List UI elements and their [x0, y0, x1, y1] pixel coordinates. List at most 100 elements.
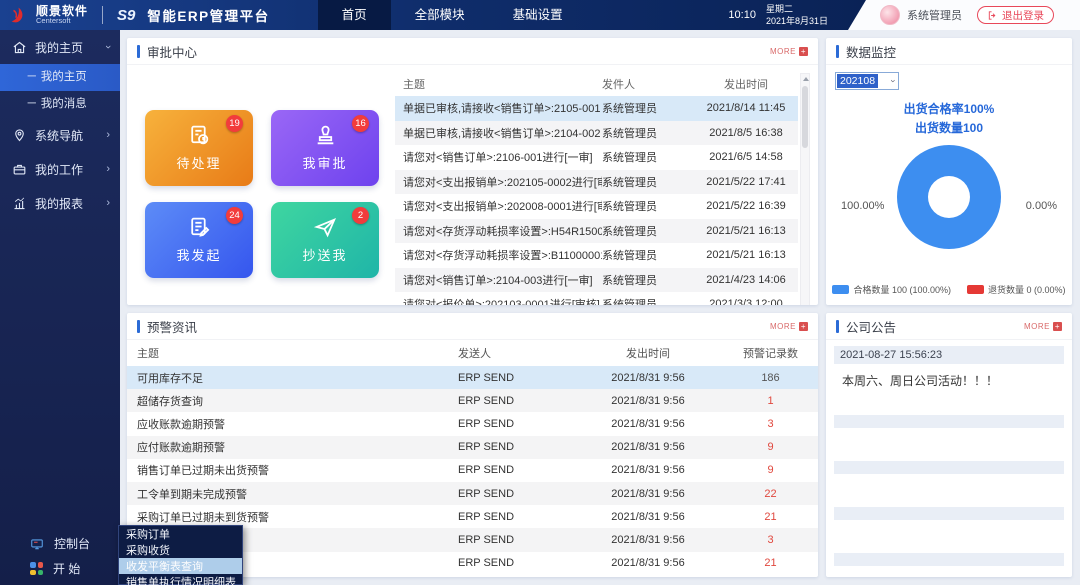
table-row[interactable]: 采购订单已过期未到货预警 ERP SEND 2021/8/31 9:56 21: [137, 510, 777, 524]
s9-logo: S9: [117, 6, 136, 24]
badge-count: 19: [226, 114, 243, 132]
announcement-datetime: 2021-08-27 15:56:23: [834, 346, 1064, 364]
legend-pass: 合格数量 100 (100.00%): [832, 283, 951, 296]
table-row[interactable]: 应收账款逾期预警 ERP SEND 2021/8/31 9:56 3: [137, 417, 774, 431]
table-row[interactable]: 销售订单已过期未出货预警 ERP SEND 2021/8/31 9:56 9: [137, 464, 774, 478]
col-subject: 主题: [403, 78, 425, 91]
badge-count: 16: [352, 114, 369, 132]
legend-swatch-red: [967, 285, 984, 294]
announcements-panel: 公司公告 MORE + 2021-08-27 15:56:23 本周六、周日公司…: [826, 313, 1072, 577]
panel-title: 公司公告: [846, 320, 897, 335]
table-row[interactable]: 请您对<存货浮动耗损率设置>:H54R15006002进行[审核] 系统管理员 …: [395, 218, 798, 243]
table-row[interactable]: 请您对<支出报销单>:202105-0002进行[审核] 系统管理员 2021/…: [395, 169, 798, 194]
weekday: 星期二: [765, 3, 793, 14]
sidebar-item-my-work[interactable]: 我的工作 ›: [0, 152, 120, 186]
table-row[interactable]: 请您对<报价单>:202103-0001进行[审核] 系统管理员 2021/3/…: [403, 298, 783, 305]
doc-clock-icon: [190, 126, 208, 145]
tile-my-approvals[interactable]: 16 我审批: [271, 109, 379, 186]
app-title: 智能ERP管理平台: [147, 9, 270, 24]
pass-rate-text: 出货合格率100%: [903, 102, 995, 116]
tile-cc-me[interactable]: 2 抄送我: [271, 201, 379, 278]
start-label: 开 始: [53, 562, 81, 576]
col-subject: 主题: [137, 348, 159, 360]
tile-label: 我审批: [302, 156, 348, 172]
col-time: 发出时间: [724, 78, 768, 91]
menu-item-balance-query[interactable]: 收发平衡表查询: [119, 558, 242, 574]
more-plus-icon: +: [799, 321, 808, 331]
table-row[interactable]: 请您对<销售订单>:2106-001进行[一审] 系统管理员 2021/6/5 …: [403, 151, 783, 165]
table-row[interactable]: 请您对<销售订单>:2104-003进行[一审] 系统管理员 2021/4/23…: [395, 267, 798, 292]
header-user-area: 系统管理员 退出登录: [848, 0, 1080, 30]
tab-home[interactable]: 首页: [317, 0, 391, 30]
sidebar-item-system-nav[interactable]: 系统导航 ›: [0, 118, 120, 152]
donut-chart: 100.00% 0.00%: [835, 145, 1063, 267]
briefcase-icon: [13, 164, 26, 174]
sidebar-subitem-my-home[interactable]: － 我的主页: [0, 64, 120, 91]
sidebar: 我的主页 › － 我的主页 － 我的消息 系统导航 › 我的工作 › 我的报表 …: [0, 30, 120, 585]
chevron-right-icon: ›: [106, 129, 110, 141]
col-sender: 发件人: [602, 78, 635, 91]
approval-table: 主题 发件人 发出时间 单据已审核,请接收<销售订单>:2105-001 系统管…: [395, 71, 810, 305]
sidebar-item-my-home[interactable]: 我的主页 ›: [0, 30, 120, 64]
announcement-content[interactable]: 本周六、周日公司活动！！！: [842, 374, 999, 388]
bar-chart-icon: [14, 197, 25, 209]
sidebar-item-my-reports[interactable]: 我的报表 ›: [0, 186, 120, 220]
data-monitor-panel: 数据监控 202108 › 出货合格率100% 出货数量100 100.00% …: [826, 38, 1072, 305]
table-row[interactable]: 超储存货查询 ERP SEND 2021/8/31 9:56 1: [127, 389, 818, 413]
donut-right-label: 0.00%: [1025, 200, 1057, 213]
table-row[interactable]: 请您对<存货浮动耗损率设置>:B11000001进行[审核] 系统管理员 202…: [403, 249, 786, 263]
table-row[interactable]: 请您对<支出报销单>:202008-0001进行[审核] 系统管理员 2021/…: [403, 200, 786, 214]
more-plus-icon: +: [799, 46, 808, 56]
approval-tiles: 19 待处理 16 我审批 24: [137, 71, 387, 305]
console-button[interactable]: 控制台: [0, 531, 120, 556]
location-pin-icon: [15, 128, 24, 141]
legend-return: 退货数量 0 (0.00%): [967, 283, 1066, 296]
tile-initiated-by-me[interactable]: 24 我发起: [145, 201, 253, 278]
chevron-down-icon: ›: [888, 79, 899, 83]
table-row[interactable]: ERP SEND 2021/8/31 9:56 21: [458, 557, 777, 570]
table-row[interactable]: 可用库存不足 ERP SEND 2021/8/31 9:56 186: [127, 366, 818, 390]
menu-item-purchase-receipt[interactable]: 采购收货: [126, 545, 170, 557]
table-row[interactable]: 工令单到期未完成预警 ERP SEND 2021/8/31 9:56 22: [127, 481, 818, 506]
more-link[interactable]: MORE +: [1024, 321, 1062, 331]
logout-button[interactable]: 退出登录: [977, 6, 1054, 24]
brand-name-cn: 顺景软件: [36, 3, 89, 18]
table-row[interactable]: 单据已审核,请接收<销售订单>:2105-001 系统管理员 2021/8/14…: [395, 96, 798, 121]
sidebar-bottom: 控制台 开 始: [0, 531, 120, 581]
start-icon: [30, 562, 43, 575]
empty-list-band: [834, 461, 1064, 474]
menu-item-sales-exec-report[interactable]: 销售单执行情况明细表: [126, 577, 236, 585]
panel-title: 审批中心: [147, 45, 198, 60]
console-icon: [31, 538, 43, 549]
badge-count: 24: [226, 206, 243, 224]
table-row[interactable]: 单据已审核,请接收<销售订单>:2104-002 系统管理员 2021/8/5 …: [395, 120, 798, 145]
tile-label: 抄送我: [302, 248, 348, 264]
tile-label: 待处理: [176, 156, 222, 172]
scrollbar[interactable]: [800, 73, 810, 305]
more-link[interactable]: MORE +: [770, 321, 808, 331]
period-select[interactable]: 202108 ›: [835, 72, 899, 90]
start-button[interactable]: 开 始: [0, 556, 120, 581]
brand-name-en: Centersoft: [36, 16, 71, 26]
scroll-up-icon[interactable]: [803, 77, 809, 81]
menu-item-purchase-order[interactable]: 采购订单: [126, 529, 170, 541]
logout-icon: [988, 10, 996, 20]
logout-label: 退出登录: [1002, 9, 1044, 22]
sidebar-item-label: 我的主页: [35, 40, 84, 55]
phoenix-logo-icon: [11, 7, 23, 23]
sidebar-subitem-my-messages[interactable]: － 我的消息: [26, 98, 87, 110]
more-link[interactable]: MORE +: [770, 46, 808, 56]
tab-basic-settings[interactable]: 基础设置: [512, 8, 563, 22]
divider: [102, 6, 104, 24]
chart-legend: 合格数量 100 (100.00%) 退货数量 0 (0.00%): [826, 283, 1072, 296]
scroll-thumb[interactable]: [802, 86, 808, 148]
table-row[interactable]: ERP SEND 2021/8/31 9:56 3: [127, 528, 818, 552]
tile-pending[interactable]: 19 待处理: [145, 109, 253, 186]
console-label: 控制台: [54, 537, 91, 551]
empty-list-band: [834, 507, 1064, 520]
chevron-right-icon: ›: [106, 163, 110, 175]
table-row[interactable]: 应付账款逾期预警 ERP SEND 2021/8/31 9:56 9: [127, 435, 818, 459]
avatar[interactable]: [880, 5, 900, 25]
tab-all-modules[interactable]: 全部模块: [414, 8, 465, 22]
clock: 10:10: [728, 9, 756, 21]
